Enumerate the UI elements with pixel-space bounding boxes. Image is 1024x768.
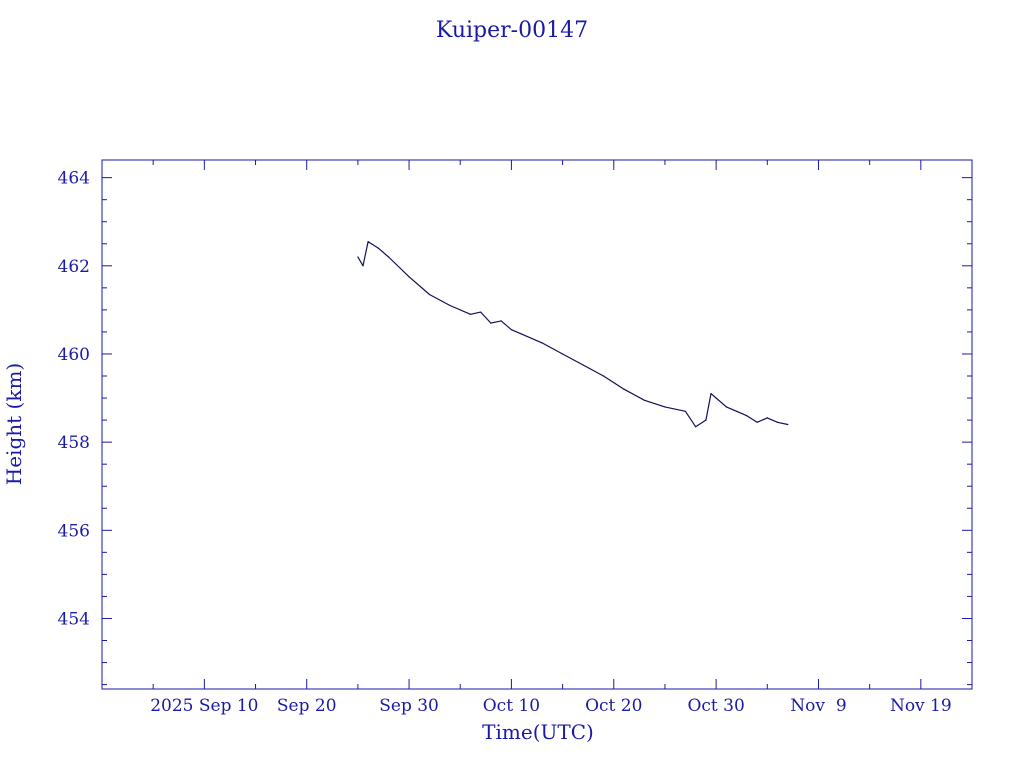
y-tick-label: 460 bbox=[58, 345, 90, 365]
x-tick-label: Oct 10 bbox=[483, 696, 540, 716]
x-tick-label: Sep 30 bbox=[379, 696, 439, 716]
plot-frame bbox=[101, 159, 973, 690]
series-group bbox=[357, 241, 789, 428]
x-tick-label: 2025 Sep 10 bbox=[150, 696, 258, 716]
data-point bbox=[736, 410, 738, 412]
data-point bbox=[725, 406, 728, 408]
chart-title: Kuiper-00147 bbox=[436, 18, 588, 43]
data-point bbox=[377, 247, 379, 249]
data-point bbox=[766, 417, 768, 419]
data-point bbox=[500, 320, 502, 322]
x-axis: 2025 Sep 10 Sep 20 Sep 30 Oct 10 Oct 20 Oct 3… bbox=[150, 160, 952, 716]
data-point bbox=[582, 364, 584, 366]
y-tick-label: 456 bbox=[58, 521, 90, 541]
y-tick-label: 464 bbox=[58, 169, 90, 189]
data-point bbox=[357, 256, 359, 258]
y-tick-label: 454 bbox=[58, 609, 90, 629]
data-point bbox=[449, 304, 451, 307]
x-tick-label: Oct 20 bbox=[585, 696, 642, 716]
data-point bbox=[710, 393, 712, 395]
data-point bbox=[756, 421, 758, 423]
x-tick-label: Oct 30 bbox=[687, 696, 744, 716]
x-axis-label: Time(UTC) bbox=[482, 720, 594, 744]
data-point bbox=[388, 256, 390, 258]
data-point bbox=[602, 375, 605, 377]
data-point bbox=[367, 241, 369, 243]
y-axis: 454 456 458 460 462 464 bbox=[58, 169, 972, 686]
data-point bbox=[684, 410, 687, 412]
data-point bbox=[469, 313, 472, 315]
y-axis-label: Height (km) bbox=[2, 363, 26, 485]
data-point bbox=[715, 397, 717, 399]
data-point bbox=[746, 415, 748, 417]
data-point bbox=[695, 426, 697, 428]
data-point bbox=[480, 311, 482, 313]
x-tick-label: Nov 19 bbox=[890, 696, 952, 716]
data-point bbox=[510, 329, 512, 331]
data-point bbox=[776, 421, 779, 423]
data-point bbox=[408, 276, 410, 278]
data-point bbox=[521, 333, 523, 335]
y-tick-label: 458 bbox=[58, 433, 90, 453]
y-tick-label: 462 bbox=[58, 257, 90, 277]
x-tick-label: Nov 9 bbox=[790, 696, 846, 716]
series-line bbox=[357, 241, 788, 428]
data-point bbox=[643, 399, 646, 401]
data-point bbox=[664, 406, 666, 408]
data-point bbox=[541, 342, 543, 344]
data-point bbox=[562, 353, 564, 355]
data-point bbox=[787, 423, 789, 426]
data-point bbox=[705, 419, 707, 421]
data-point bbox=[428, 293, 431, 296]
data-point bbox=[490, 322, 492, 324]
data-point bbox=[623, 388, 625, 390]
data-point bbox=[362, 265, 364, 267]
x-tick-label: Sep 20 bbox=[277, 696, 337, 716]
